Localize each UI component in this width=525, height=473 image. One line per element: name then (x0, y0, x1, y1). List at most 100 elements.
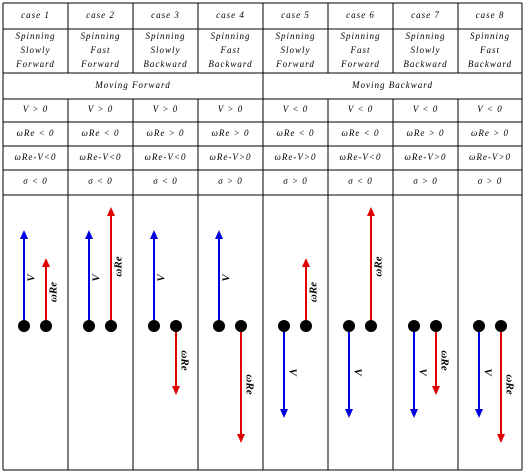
sigma-sign: σ < 0 (23, 176, 48, 186)
wre-sign: ωRe > 0 (147, 128, 185, 138)
case-header: case 2 (86, 10, 115, 20)
description: Fast (479, 45, 500, 55)
contact-dot (83, 320, 95, 332)
description: Backward (208, 59, 252, 69)
description: Backward (403, 59, 447, 69)
description: Backward (143, 59, 187, 69)
contact-dot (170, 320, 182, 332)
arrow-label: V (26, 273, 38, 282)
description: Forward (80, 59, 120, 69)
arrow-label: ωRe (373, 256, 385, 276)
arrow-label: V (481, 368, 493, 377)
contact-dot (148, 320, 160, 332)
arrow-head (215, 230, 223, 239)
arrow-head (107, 207, 115, 216)
description: Forward (340, 59, 380, 69)
wre-sign: ωRe < 0 (17, 128, 55, 138)
moving-label: Moving Forward (94, 80, 170, 90)
arrow-head (150, 230, 158, 239)
arrow-head (302, 258, 310, 267)
description: Slowly (281, 45, 311, 55)
arrow-head (410, 409, 418, 418)
description: Spinning (405, 31, 445, 41)
arrow-label: V (286, 368, 298, 377)
contact-dot (408, 320, 420, 332)
contact-dot (365, 320, 377, 332)
arrow-label: V (416, 368, 428, 377)
description: Slowly (21, 45, 51, 55)
arrow-head (432, 386, 440, 395)
sigma-sign: σ > 0 (283, 176, 308, 186)
v-sign: V < 0 (413, 104, 438, 114)
arrow-label: V (91, 273, 103, 282)
description: Spinning (80, 31, 120, 41)
case-header: case 6 (346, 10, 375, 20)
v-sign: V > 0 (153, 104, 178, 114)
contact-dot (343, 320, 355, 332)
arrow-label: V (156, 273, 168, 282)
contact-dot (213, 320, 225, 332)
arrow-head (172, 386, 180, 395)
arrow-head (367, 207, 375, 216)
v-sign: V > 0 (218, 104, 243, 114)
case-header: case 8 (476, 10, 505, 20)
wre-sign: ωRe < 0 (82, 128, 120, 138)
case-header: case 5 (281, 10, 310, 20)
description: Spinning (275, 31, 315, 41)
description: Spinning (15, 31, 55, 41)
v-sign: V < 0 (348, 104, 373, 114)
description: Fast (219, 45, 240, 55)
description: Spinning (145, 31, 185, 41)
arrow-head (237, 434, 245, 443)
arrow-label: V (351, 368, 363, 377)
wrev-sign: ωRe-V<0 (145, 152, 187, 162)
sigma-sign: σ < 0 (348, 176, 373, 186)
description: Fast (89, 45, 110, 55)
wrev-sign: ωRe-V<0 (80, 152, 122, 162)
contact-dot (300, 320, 312, 332)
sigma-sign: σ < 0 (88, 176, 113, 186)
wrev-sign: ωRe-V>0 (210, 152, 252, 162)
wrev-sign: ωRe-V>0 (275, 152, 317, 162)
wrev-sign: ωRe-V<0 (340, 152, 382, 162)
sigma-sign: σ > 0 (478, 176, 503, 186)
arrow-head (85, 230, 93, 239)
arrow-head (20, 230, 28, 239)
arrow-head (497, 434, 505, 443)
sigma-sign: σ < 0 (153, 176, 178, 186)
description: Forward (15, 59, 55, 69)
contact-dot (235, 320, 247, 332)
case-header: case 4 (216, 10, 245, 20)
v-sign: V < 0 (283, 104, 308, 114)
case-header: case 7 (411, 10, 440, 20)
description: Forward (275, 59, 315, 69)
contact-dot (495, 320, 507, 332)
arrow-label: ωRe (503, 374, 515, 394)
wrev-sign: ωRe-V<0 (15, 152, 57, 162)
wrev-sign: ωRe-V>0 (469, 152, 511, 162)
sigma-sign: σ > 0 (413, 176, 438, 186)
arrow-label: ωRe (48, 282, 60, 302)
wrev-sign: ωRe-V>0 (405, 152, 447, 162)
arrow-label: ωRe (243, 374, 255, 394)
description: Fast (349, 45, 370, 55)
wre-sign: ωRe > 0 (471, 128, 509, 138)
description: Slowly (151, 45, 181, 55)
arrow-head (280, 409, 288, 418)
arrow-head (42, 258, 50, 267)
arrow-head (475, 409, 483, 418)
contact-dot (40, 320, 52, 332)
contact-dot (473, 320, 485, 332)
arrow-label: ωRe (308, 282, 320, 302)
case-header: case 3 (151, 10, 180, 20)
wre-sign: ωRe < 0 (277, 128, 315, 138)
contact-dot (105, 320, 117, 332)
v-sign: V > 0 (88, 104, 113, 114)
case-header: case 1 (21, 10, 50, 20)
v-sign: V > 0 (23, 104, 48, 114)
description: Backward (468, 59, 512, 69)
description: Slowly (411, 45, 441, 55)
contact-dot (278, 320, 290, 332)
arrow-label: ωRe (438, 350, 450, 370)
